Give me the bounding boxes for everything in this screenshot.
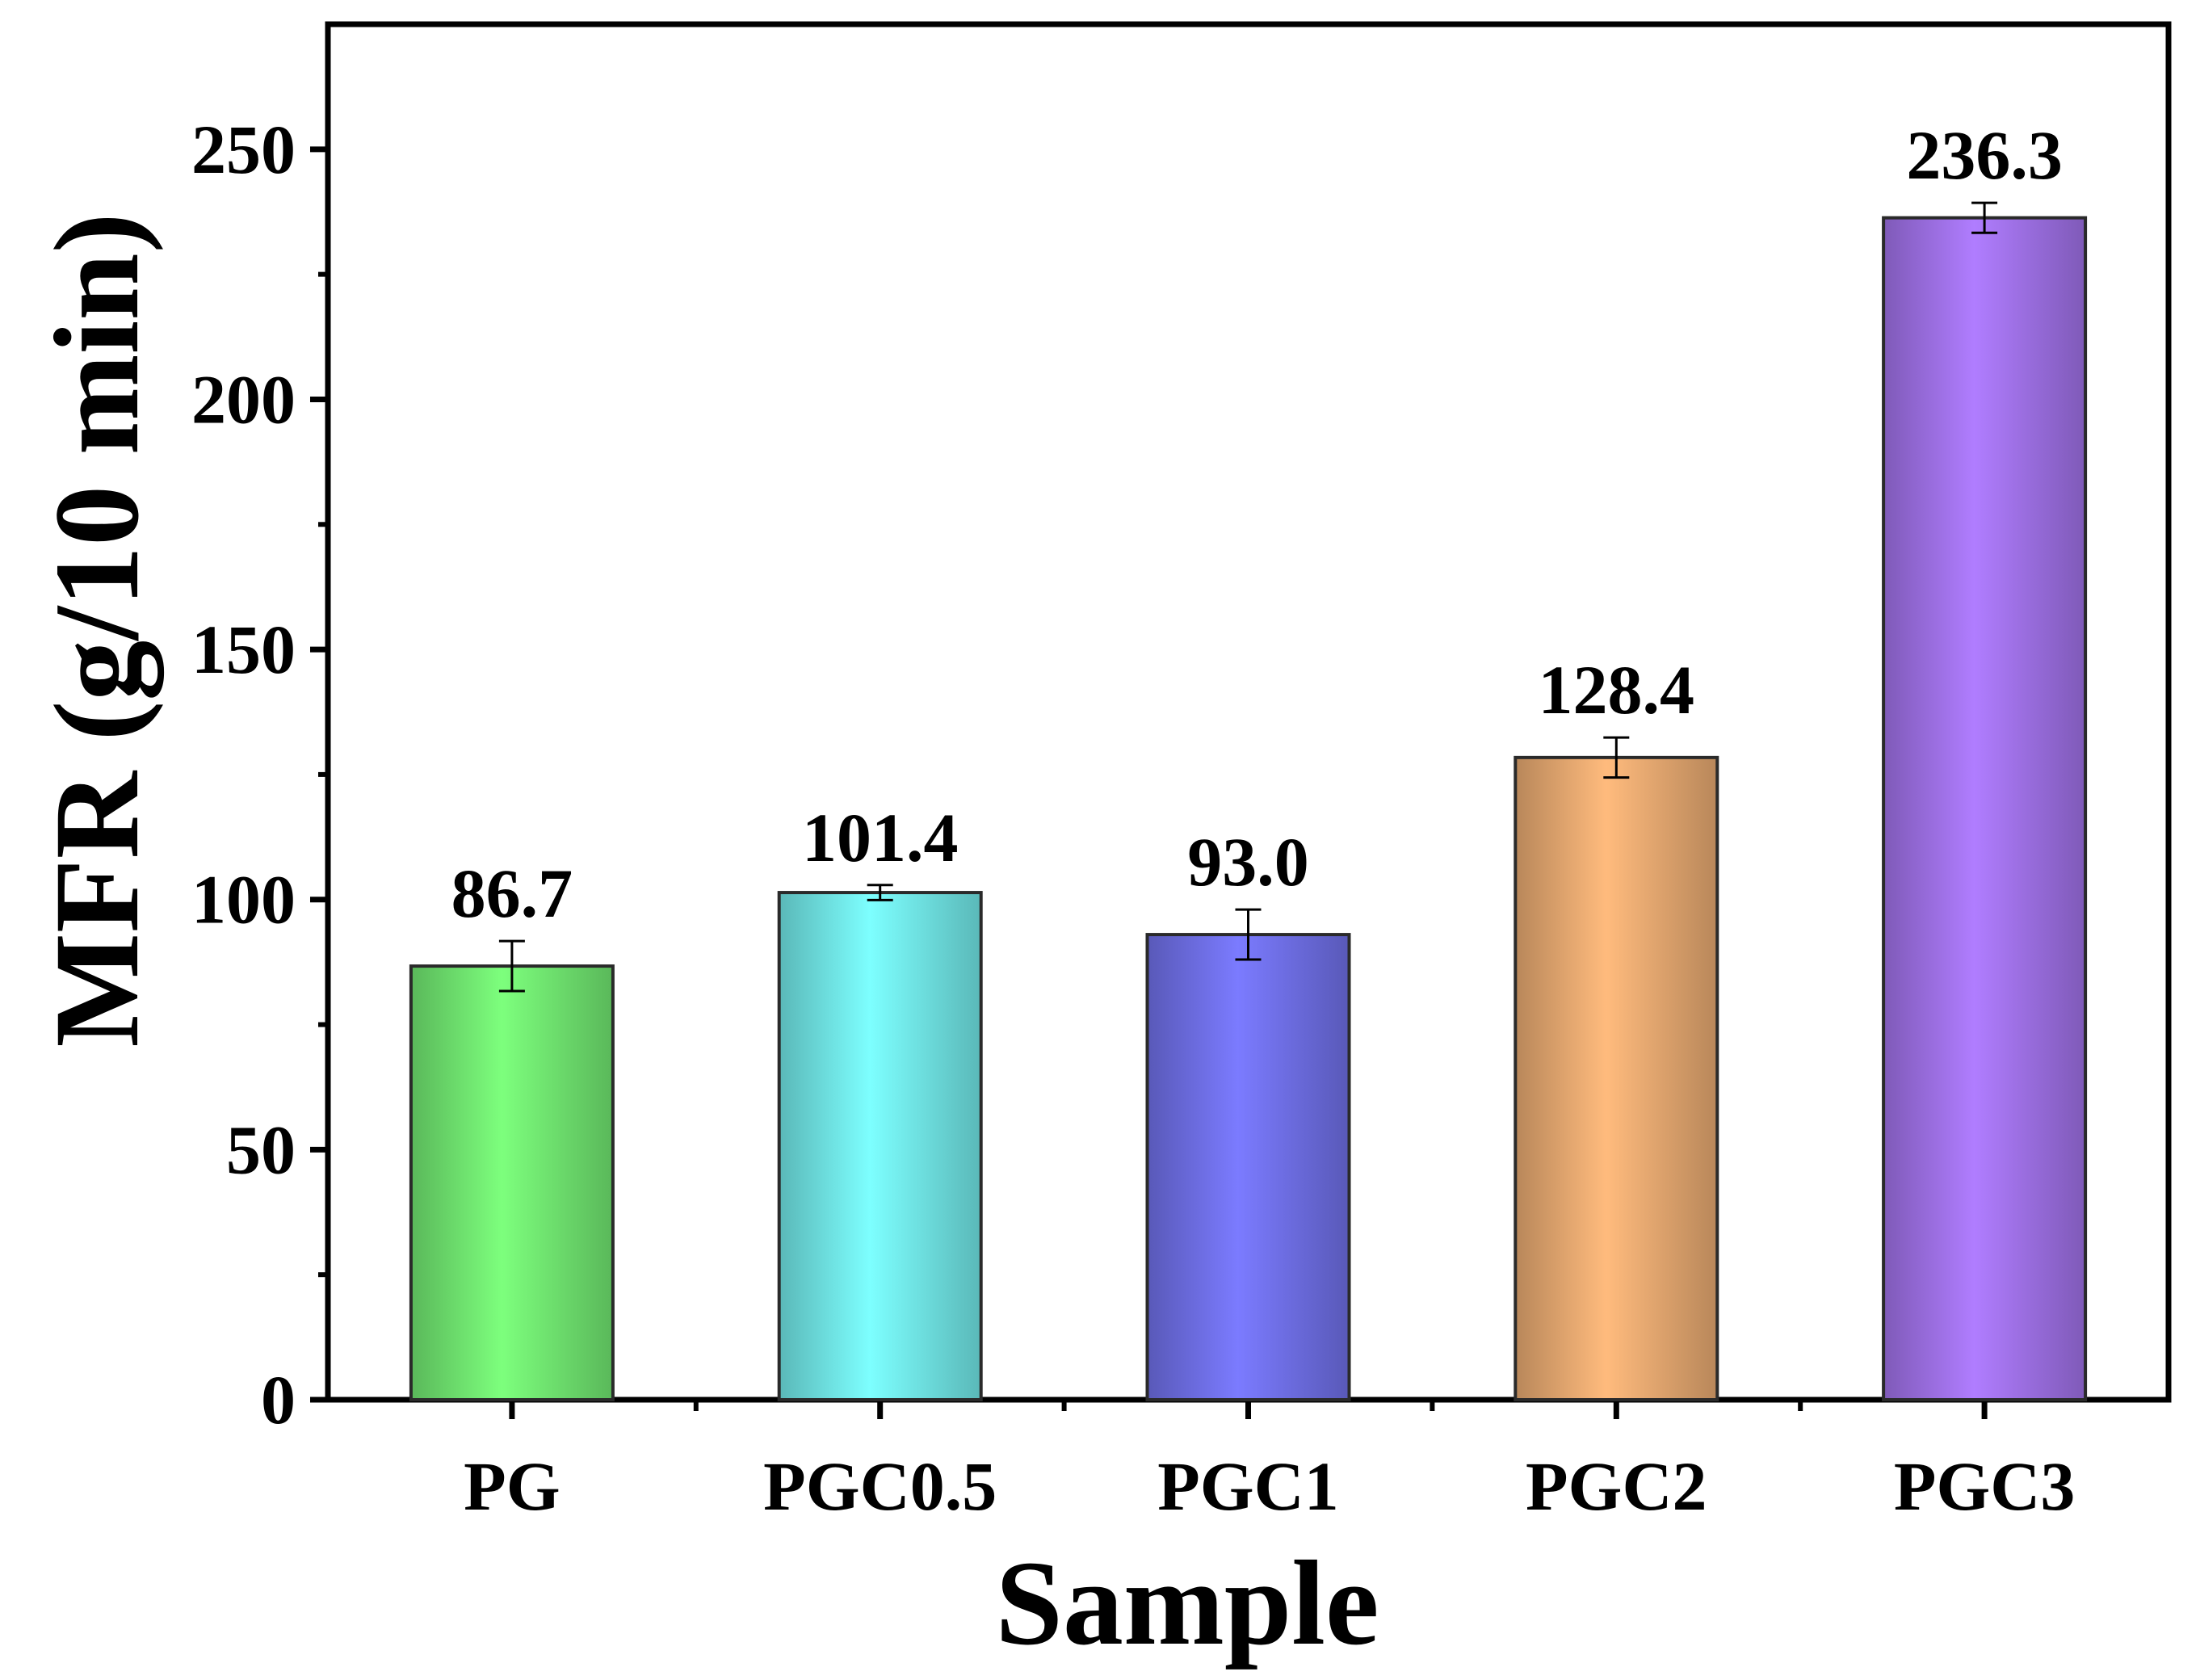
data-label: 128.4 — [1539, 651, 1695, 729]
bar-pg — [411, 966, 613, 1400]
y-tick-label: 50 — [226, 1111, 296, 1188]
bars — [411, 218, 2085, 1400]
y-tick-labels: 0 50 100 150 200 250 — [191, 111, 296, 1438]
data-labels: 86.7 101.4 93.0 128.4 236.3 — [451, 116, 2063, 932]
x-axis-ticks — [512, 1400, 1984, 1419]
data-label: 101.4 — [802, 799, 959, 876]
bar-pgc2 — [1515, 758, 1717, 1400]
data-label: 93.0 — [1187, 823, 1309, 901]
y-tick-label: 250 — [191, 111, 296, 188]
y-axis-title: MFR (g/10 min) — [30, 212, 164, 1047]
y-tick-label: 200 — [191, 360, 296, 438]
data-label: 236.3 — [1906, 116, 2063, 194]
x-axis-title: Sample — [995, 1536, 1379, 1670]
category-label: PGC3 — [1894, 1447, 2076, 1525]
data-label: 86.7 — [451, 855, 573, 932]
category-label: PGC2 — [1526, 1447, 1707, 1525]
category-labels: PG PGC0.5 PGC1 PGC2 PGC3 — [464, 1447, 2075, 1525]
bar-chart: 86.7 101.4 93.0 128.4 236.3 PG PGC0.5 PGC1 PGC2… — [0, 0, 2200, 1680]
category-label: PGC1 — [1157, 1447, 1339, 1525]
category-label: PG — [464, 1447, 560, 1525]
bar-pgc0-5 — [779, 892, 981, 1400]
y-tick-label: 100 — [191, 861, 296, 939]
category-label: PGC0.5 — [763, 1447, 997, 1525]
bar-pgc1 — [1148, 934, 1350, 1400]
bar-pgc3 — [1883, 218, 2085, 1400]
y-tick-label: 150 — [191, 611, 296, 688]
y-tick-label: 0 — [261, 1361, 296, 1438]
